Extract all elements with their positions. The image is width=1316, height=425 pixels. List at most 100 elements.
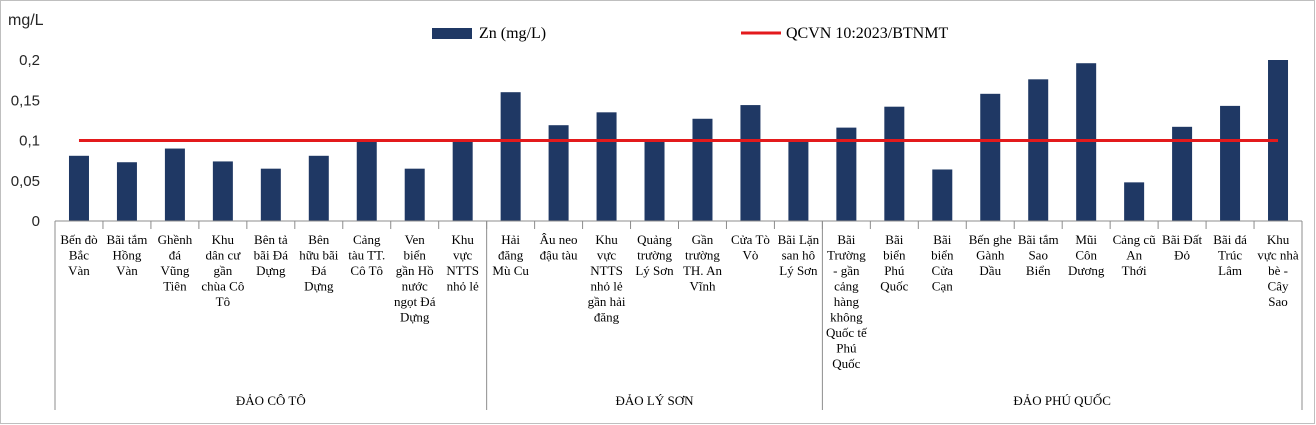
x-category-label: Dương [1068, 263, 1105, 278]
bar-zn [740, 105, 761, 221]
x-category-label: Bãi Lặn [778, 232, 820, 247]
x-category-label: Cảng cũ [1113, 232, 1156, 247]
group-label: ĐẢO CÔ TÔ [236, 393, 306, 408]
x-category-label: san hô [782, 248, 816, 263]
x-category-label: nước [402, 279, 428, 294]
x-category-label: Bến đò [60, 232, 97, 247]
x-category-label: đăng [594, 310, 620, 325]
x-category-label: Quốc [832, 356, 860, 371]
bar-zn [788, 140, 809, 221]
bar-zn [356, 140, 377, 221]
x-category-label: Vũng [160, 263, 189, 278]
x-category-label: Lý Sơn [635, 263, 674, 278]
bar-zn [836, 127, 857, 221]
x-category-label: Lý Sơn [779, 263, 818, 278]
x-category-label: Bến ghe [969, 232, 1012, 247]
x-category-label: Bãi tắm [107, 232, 148, 247]
x-category-label: Vò [742, 248, 758, 263]
x-category-label: Âu neo [540, 232, 578, 247]
x-category-label: Biển [1026, 263, 1051, 278]
x-category-label: Phú [884, 263, 905, 278]
legend-swatch-zn [432, 28, 472, 39]
x-category-label: ngọt Đá [394, 294, 436, 309]
x-category-label: Khu [451, 232, 474, 247]
x-category-label: trường [637, 248, 672, 263]
x-category-label: Vàn [68, 263, 90, 278]
x-category-label: An [1126, 248, 1142, 263]
x-category-label: chùa Cô [201, 279, 244, 294]
x-category-label: Bãi tắm [1018, 232, 1059, 247]
bar-zn [548, 125, 569, 221]
x-category-label: Cửa Tò [731, 232, 770, 247]
x-category-label: Thới [1122, 263, 1147, 278]
x-category-label: Bãi Đất [1162, 232, 1202, 247]
bar-zn [1028, 79, 1049, 221]
bar-zn [692, 118, 713, 221]
y-tick-label: 0,15 [11, 92, 40, 109]
x-category-label: đá [169, 248, 182, 263]
x-category-label: gần [213, 263, 232, 278]
x-category-label: vực [597, 248, 617, 263]
x-category-label: Vĩnh [689, 279, 716, 294]
y-tick-label: 0 [32, 213, 40, 230]
x-category-label: Dựng [256, 263, 286, 278]
x-category-label: vực [453, 248, 473, 263]
x-category-label: dân cư [205, 248, 241, 263]
x-category-label: Khu [595, 232, 618, 247]
x-category-label: Khu [212, 232, 235, 247]
x-category-label: không [830, 310, 863, 325]
x-category-label: Ven [405, 232, 426, 247]
x-category-label: Trúc [1218, 248, 1242, 263]
bar-zn [980, 93, 1001, 221]
x-category-label: cảng [834, 279, 859, 294]
x-category-label: Lâm [1218, 263, 1242, 278]
x-category-label: Sao [1028, 248, 1048, 263]
bar-zn [1220, 105, 1241, 221]
x-category-label: Bắc [69, 248, 89, 263]
x-category-label: Dầu [979, 263, 1001, 278]
x-category-label: Mũi [1075, 232, 1097, 247]
x-category-label: Hồng [112, 248, 141, 263]
x-category-label: đậu tàu [540, 248, 578, 263]
x-category-label: Vàn [116, 263, 138, 278]
x-category-label: NTTS [446, 263, 479, 278]
x-category-label: Bãi [933, 232, 951, 247]
y-axis-unit: mg/L [8, 12, 44, 29]
x-category-label: hàng [834, 294, 860, 309]
x-category-label: bè - [1268, 263, 1288, 278]
x-category-label: hữu bãi [299, 248, 339, 263]
bar-zn [500, 92, 521, 221]
bar-zn [932, 169, 953, 221]
x-category-label: TH. An [683, 263, 723, 278]
bar-zn [212, 161, 233, 221]
x-category-label: Bãi [837, 232, 855, 247]
bar-zn [260, 168, 281, 221]
y-tick-label: 0,05 [11, 173, 40, 190]
x-category-label: Gành [976, 248, 1005, 263]
x-category-label: Cô Tô [350, 263, 383, 278]
x-category-label: Cạn [932, 279, 953, 294]
x-category-label: vực nhà [1257, 248, 1299, 263]
x-category-label: gần Hồ [396, 263, 434, 278]
x-category-label: Hải [501, 232, 520, 247]
x-category-label: Bãi [885, 232, 903, 247]
bar-zn [1076, 63, 1097, 221]
y-tick-label: 0,1 [19, 133, 40, 150]
x-category-label: bãi Đá [254, 248, 289, 263]
bar-zn [68, 155, 89, 221]
x-category-label: Cửa [932, 263, 954, 278]
x-category-label: Bãi đá [1213, 232, 1247, 247]
legend-label-zn: Zn (mg/L) [479, 25, 546, 42]
group-label: ĐẢO PHÚ QUỐC [1013, 393, 1111, 408]
x-category-label: - gần [833, 263, 860, 278]
x-category-label: Quốc tế [826, 325, 868, 340]
bar-zn [884, 106, 905, 221]
x-category-label: biển [883, 248, 906, 263]
bar-zn [596, 112, 617, 221]
x-category-label: Khu [1267, 232, 1290, 247]
x-category-label: Côn [1075, 248, 1097, 263]
x-category-label: đăng [498, 248, 524, 263]
x-category-label: Đỏ [1174, 248, 1190, 263]
x-category-label: Bên tả [254, 232, 288, 247]
x-category-label: Bên [308, 232, 329, 247]
